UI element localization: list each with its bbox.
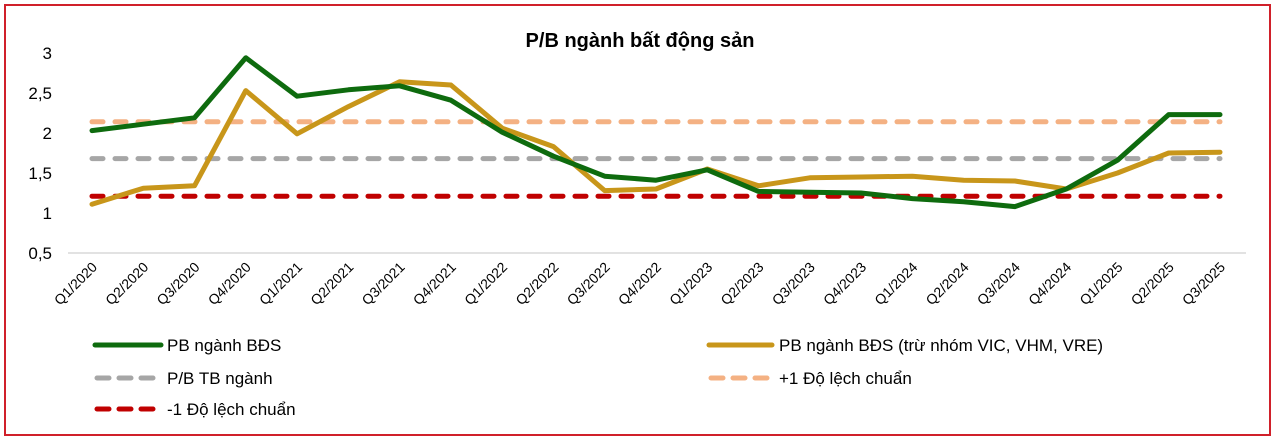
- y-tick-label: 3: [43, 44, 52, 63]
- series-line-0: [89, 55, 1223, 210]
- legend-item-pb-bds: PB ngành BĐS: [92, 336, 281, 355]
- y-tick-label: 1,5: [28, 164, 52, 183]
- y-tick-label: 2,5: [28, 84, 52, 103]
- legend-item-pb-bds-ex-vingroup: PB ngành BĐS (trừ nhóm VIC, VHM, VRE): [706, 336, 1103, 355]
- x-tick-label: Q2/2023: [717, 259, 766, 308]
- series-group: [89, 55, 1223, 210]
- x-tick-label: Q3/2023: [769, 259, 818, 308]
- legend-item-pb-average: P/B TB ngành: [94, 369, 273, 388]
- x-tick-label: Q3/2020: [153, 259, 202, 308]
- y-tick-label: 2: [43, 124, 52, 143]
- x-tick-label: Q2/2021: [307, 259, 356, 308]
- x-tick-label: Q2/2025: [1128, 259, 1177, 308]
- x-tick-label: Q1/2025: [1076, 259, 1125, 308]
- x-tick-label: Q1/2022: [461, 259, 510, 308]
- legend-label: P/B TB ngành: [167, 369, 273, 388]
- x-tick-label: Q4/2023: [820, 259, 869, 308]
- x-tick-label: Q4/2024: [1025, 259, 1074, 308]
- x-tick-label: Q1/2024: [871, 259, 920, 308]
- legend-label: PB ngành BĐS (trừ nhóm VIC, VHM, VRE): [779, 336, 1103, 355]
- legend-label: +1 Độ lệch chuẩn: [779, 369, 912, 388]
- chart-frame: [4, 4, 1271, 436]
- chart-title: P/B ngành bất động sản: [526, 30, 755, 52]
- x-tick-label: Q4/2020: [205, 259, 254, 308]
- x-tick-label: Q3/2025: [1179, 259, 1228, 308]
- x-axis: Q1/2020 Q2/2020 Q3/2020 Q4/2020 Q1/2021 Q2/20…: [51, 259, 1228, 308]
- legend-label: PB ngành BĐS: [167, 336, 281, 355]
- series-line-1: [89, 79, 1223, 207]
- x-tick-label: Q2/2022: [512, 259, 561, 308]
- legend-item-plus-1-sd: +1 Độ lệch chuẩn: [708, 369, 912, 388]
- y-axis: 3 2,5 2 1,5 1 0,5: [28, 44, 52, 263]
- x-tick-label: Q1/2021: [256, 259, 305, 308]
- legend: PB ngành BĐS PB ngành BĐS (trừ nhóm VIC,…: [92, 336, 1103, 419]
- legend-label: -1 Độ lệch chuẩn: [167, 400, 296, 419]
- x-tick-label: Q2/2024: [922, 259, 971, 308]
- y-tick-label: 0,5: [28, 244, 52, 263]
- x-tick-label: Q1/2023: [666, 259, 715, 308]
- x-tick-label: Q2/2020: [102, 259, 151, 308]
- legend-item-minus-1-sd: -1 Độ lệch chuẩn: [94, 400, 296, 419]
- x-tick-label: Q4/2022: [615, 259, 664, 308]
- x-tick-label: Q3/2021: [358, 259, 407, 308]
- x-tick-label: Q3/2024: [974, 259, 1023, 308]
- x-tick-label: Q4/2021: [410, 259, 459, 308]
- x-tick-label: Q3/2022: [564, 259, 613, 308]
- x-tick-label: Q1/2020: [51, 259, 100, 308]
- y-tick-label: 1: [43, 204, 52, 223]
